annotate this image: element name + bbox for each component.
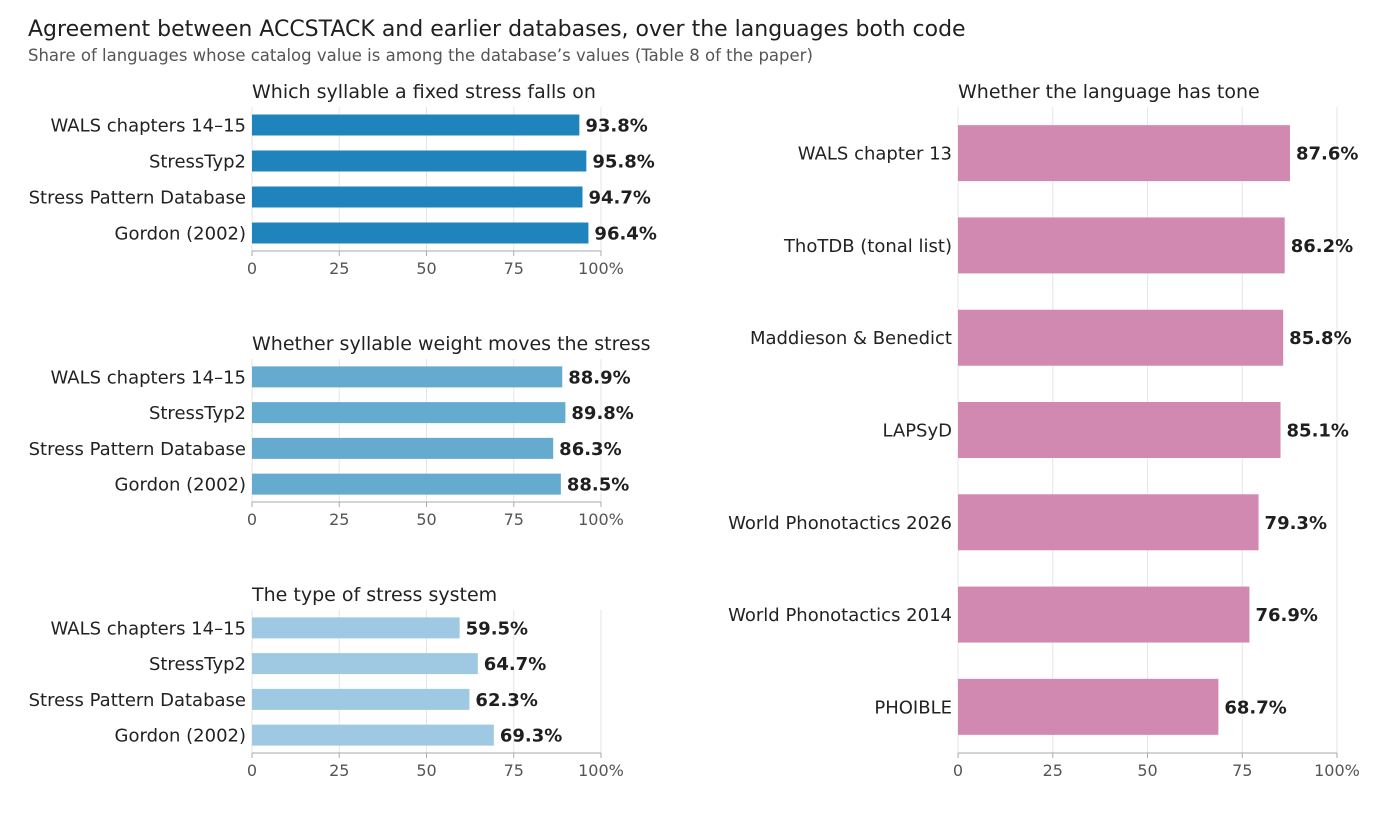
category-label: WALS chapters 14–15 [50,116,246,137]
value-label: 79.3% [1265,513,1327,534]
value-label: 87.6% [1296,144,1358,165]
x-tick-label: 50 [1137,761,1157,780]
category-label: Stress Pattern Database [29,439,246,460]
chart-subtitle: Share of languages whose catalog value i… [28,46,813,65]
category-label: LAPSyD [882,421,952,442]
value-label: 86.3% [559,439,621,460]
x-tick-label: 50 [416,510,436,529]
category-label: Stress Pattern Database [29,690,246,711]
x-tick-label: 25 [329,510,349,529]
bar [252,724,494,746]
bar [252,688,470,710]
x-tick-label: 50 [416,259,436,278]
category-label: Stress Pattern Database [29,188,246,209]
x-tick-label: 25 [1043,761,1063,780]
chart-panel-1: Which syllable a fixed stress falls on WA… [29,81,657,278]
value-label: 64.7% [484,654,546,675]
panel-title: Which syllable a fixed stress falls on [252,81,596,103]
value-label: 85.8% [1289,328,1351,349]
chart-panel-4: Whether the language has tone WALS chapte… [728,81,1360,780]
x-tick-label: 0 [247,510,257,529]
x-tick-label: 75 [504,761,524,780]
bar [252,473,561,495]
x-tick-label: 0 [247,761,257,780]
bar [958,217,1285,274]
category-label: ThoTDB (tonal list) [783,236,952,257]
value-label: 68.7% [1224,697,1286,718]
bar [958,125,1291,182]
chart-panel-2: Whether syllable weight moves the stress… [29,333,651,529]
x-tick-label: 75 [504,510,524,529]
value-label: 88.5% [567,475,629,496]
x-tick-label: 100% [578,259,624,278]
bar [252,437,554,459]
panel-title: The type of stress system [251,584,497,606]
bar [252,402,566,424]
bar [252,366,563,388]
category-label: PHOIBLE [874,697,952,718]
panel-title: Whether the language has tone [958,81,1260,103]
bar [252,150,587,172]
x-tick-label: 100% [578,510,624,529]
category-label: World Phonotactics 2026 [728,513,952,534]
bar [252,653,478,675]
x-tick-label: 75 [1232,761,1252,780]
bar [958,494,1259,551]
category-label: Maddieson & Benedict [750,328,952,349]
bar [252,186,583,208]
x-tick-label: 50 [416,761,436,780]
bar [958,678,1219,735]
category-label: WALS chapters 14–15 [50,367,246,388]
category-label: WALS chapters 14–15 [50,618,246,639]
bar [252,222,589,244]
x-tick-label: 0 [953,761,963,780]
value-label: 96.4% [594,224,656,245]
bar [958,309,1284,366]
category-label: Gordon (2002) [115,475,246,496]
category-label: StressTyp2 [149,403,246,424]
value-label: 59.5% [466,618,528,639]
category-label: Gordon (2002) [115,726,246,747]
panel-title: Whether syllable weight moves the stress [252,333,651,355]
category-label: WALS chapter 13 [798,144,952,165]
value-label: 89.8% [571,403,633,424]
value-label: 95.8% [592,152,654,173]
bar [958,402,1281,458]
category-label: StressTyp2 [149,654,246,675]
x-tick-label: 0 [247,259,257,278]
x-tick-label: 25 [329,259,349,278]
bar [252,114,580,136]
value-label: 69.3% [500,726,562,747]
category-label: Gordon (2002) [115,224,246,245]
value-label: 93.8% [585,116,647,137]
chart-main-title: Agreement between ACCSTACK and earlier d… [28,17,966,42]
value-label: 86.2% [1291,236,1353,257]
value-label: 94.7% [589,188,651,209]
category-label: World Phonotactics 2014 [728,605,952,626]
x-tick-label: 100% [1314,761,1360,780]
bar [252,617,460,639]
value-label: 85.1% [1287,421,1349,442]
value-label: 88.9% [568,367,630,388]
value-label: 62.3% [475,690,537,711]
bar [958,586,1250,643]
x-tick-label: 75 [504,259,524,278]
category-label: StressTyp2 [149,152,246,173]
x-tick-label: 25 [329,761,349,780]
x-tick-label: 100% [578,761,624,780]
value-label: 76.9% [1255,605,1317,626]
